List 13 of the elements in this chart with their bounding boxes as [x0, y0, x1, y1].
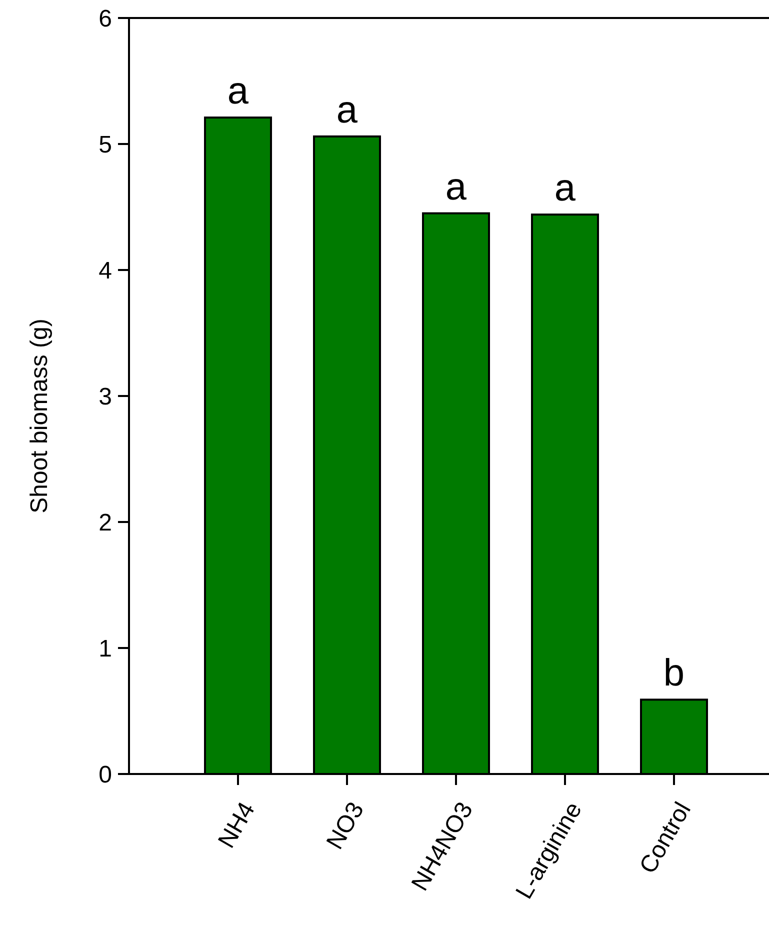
y-tick-label: 2: [98, 509, 112, 536]
annotation: a: [336, 89, 358, 132]
y-tick-label: 3: [98, 383, 112, 410]
y-axis-title: Shoot biomass (g): [26, 318, 53, 514]
annotation: a: [227, 70, 250, 113]
annotation: a: [554, 168, 576, 210]
annotation: b: [663, 652, 685, 695]
y-tick-label: 0: [98, 761, 112, 788]
y-tick-label: 1: [98, 635, 112, 662]
y-tick-label: 6: [98, 5, 112, 32]
annotation: a: [445, 166, 468, 208]
y-tick-label: 4: [98, 257, 112, 284]
y-tick-label: 5: [98, 131, 112, 158]
